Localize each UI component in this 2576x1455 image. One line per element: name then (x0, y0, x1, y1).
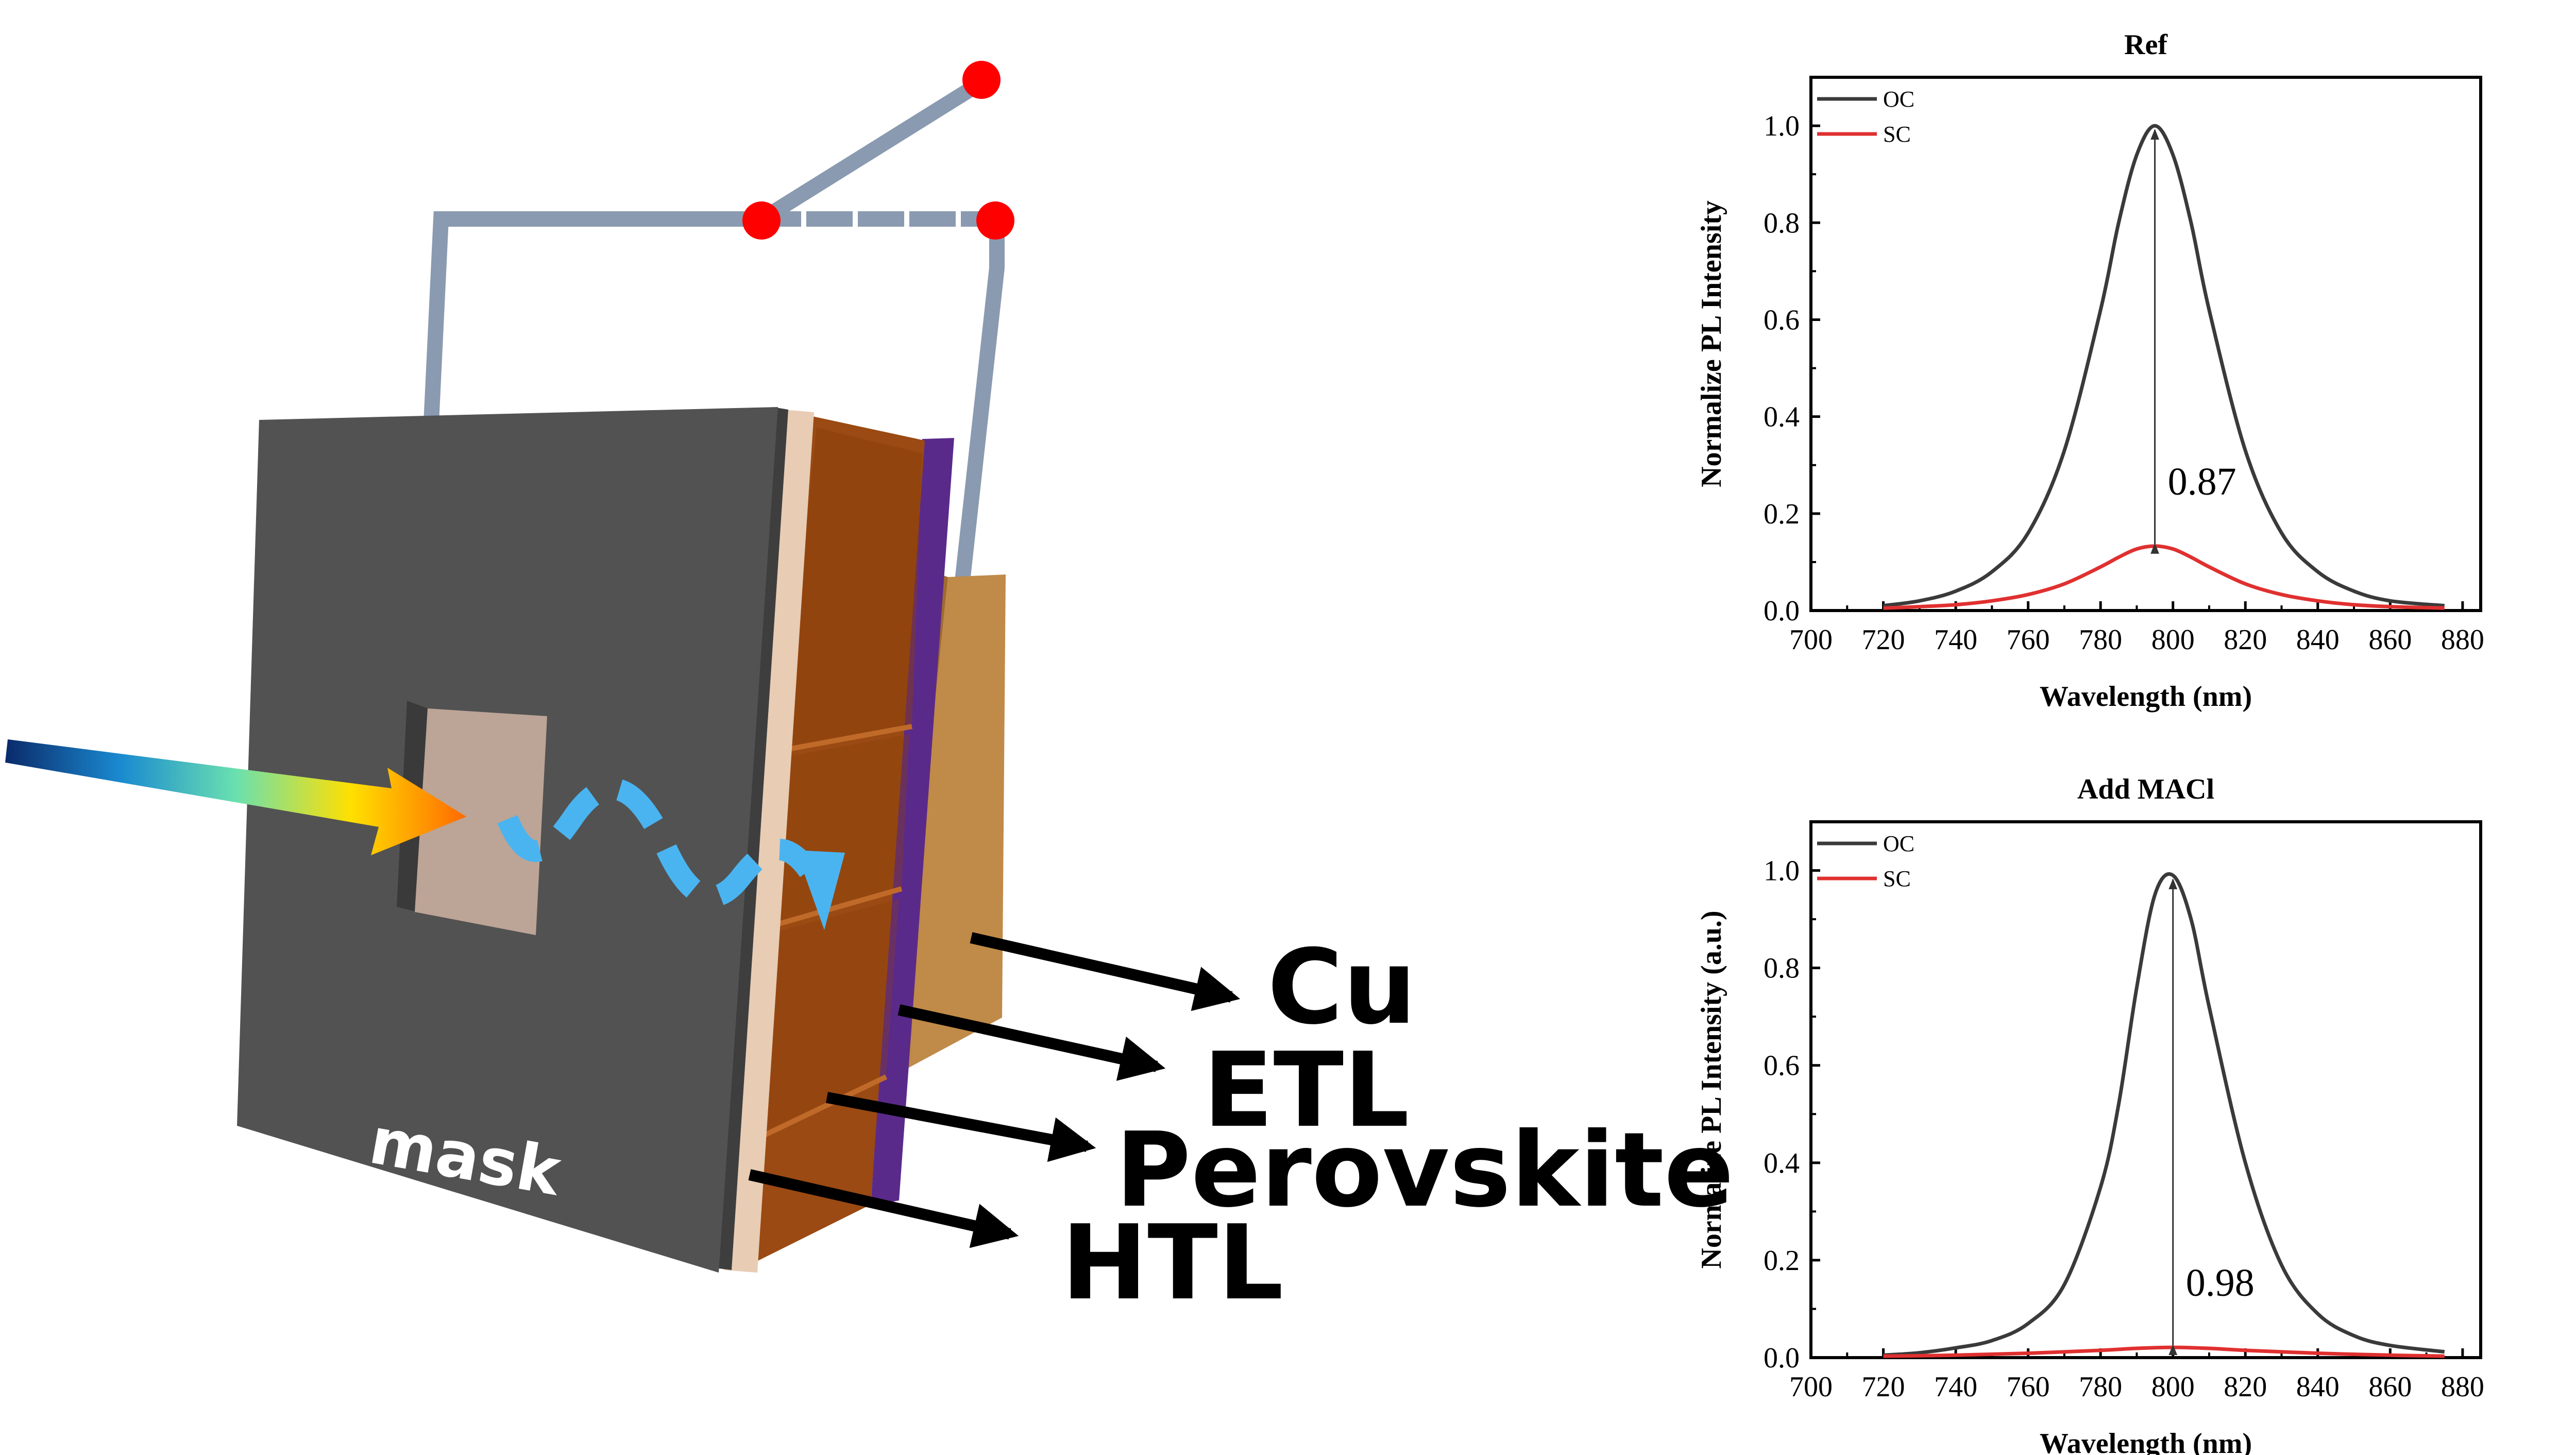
chart-ref: Ref 700 720 740 760 780 800 820 840 860 880 0.0 0.2 0… (1696, 29, 2484, 713)
x-tick-label: 720 (1862, 624, 1905, 656)
switch-terminal-top (962, 61, 1001, 99)
y-tick-label: 0.6 (1764, 304, 1800, 336)
perovskite-pointer-arrow (825, 1092, 1096, 1162)
x-tick-label: 740 (1934, 624, 1977, 656)
y-tick-label: 0.2 (1764, 498, 1800, 530)
switch-terminal-left (742, 201, 781, 240)
y-tick-label: 0.0 (1764, 595, 1800, 627)
y-tick-label: 1.0 (1764, 855, 1800, 887)
x-tick-label: 740 (1934, 1371, 1977, 1403)
layer-label-arrows (748, 932, 1241, 1248)
legend-label-oc: OC (1883, 87, 1914, 112)
x-tick-label: 760 (2007, 1371, 2050, 1403)
photon-path-arrow (497, 778, 845, 930)
device-diagram: mask Cu ETL Perovskite HTL (5, 61, 1734, 1323)
x-tick-label: 880 (2441, 1371, 2484, 1403)
plot-frame (1809, 76, 2482, 612)
y-tick-label: 0.8 (1764, 207, 1800, 239)
y-tick-label: 0.0 (1764, 1342, 1800, 1374)
y-tick-label: 0.8 (1764, 953, 1800, 985)
x-tick-label: 780 (2079, 624, 2122, 656)
x-tick-label: 780 (2079, 1371, 2122, 1403)
series-line-oc (1883, 872, 2445, 1357)
x-tick-label: 820 (2224, 1371, 2267, 1403)
series-line-sc (1883, 544, 2445, 610)
y-tick-label: 1.0 (1764, 110, 1800, 142)
circuit-terminals (742, 61, 1014, 240)
cu-pointer-arrow (970, 932, 1241, 1011)
annotation-label: 0.87 (2168, 460, 2236, 503)
x-tick-label: 720 (1862, 1371, 1905, 1403)
x-tick-label: 700 (1789, 624, 1833, 656)
htl-label: HTL (1061, 1203, 1283, 1323)
x-tick-label: 800 (2151, 1371, 2195, 1403)
y-tick-label: 0.6 (1764, 1050, 1800, 1082)
cu-label: Cu (1267, 927, 1416, 1047)
series-line-oc (1883, 124, 2445, 608)
legend-label-sc: SC (1883, 866, 1911, 891)
y-axis-title: Normalize PL Intensity (a.u.) (1696, 910, 1727, 1268)
chart-add-macl: Add MACl 700 720 740 760 780 800 820 840 860 880 0.… (1696, 773, 2484, 1455)
y-axis-title: Normalize PL Intensity (1696, 200, 1727, 487)
x-tick-label: 860 (2368, 1371, 2412, 1403)
legend-label-oc: OC (1883, 831, 1914, 856)
mask-aperture-window (415, 708, 547, 935)
y-tick-label: 0.2 (1764, 1245, 1800, 1277)
x-tick-label: 820 (2224, 624, 2267, 656)
x-axis-title: Wavelength (nm) (2040, 681, 2252, 713)
x-tick-label: 700 (1789, 1371, 1833, 1403)
x-tick-label: 860 (2368, 624, 2412, 656)
perovskite-label: Perovskite (1115, 1110, 1734, 1230)
x-tick-label: 800 (2151, 624, 2195, 656)
y-tick-label: 0.4 (1764, 401, 1800, 433)
x-axis-title: Wavelength (nm) (2040, 1428, 2252, 1455)
x-tick-label: 840 (2296, 1371, 2340, 1403)
x-tick-label: 880 (2441, 624, 2484, 656)
incident-light-arrow (5, 739, 466, 855)
plot-frame (1809, 820, 2482, 1359)
x-tick-label: 840 (2296, 624, 2340, 656)
etl-label: ETL (1203, 1030, 1410, 1151)
htl-pointer-arrow (748, 1169, 1019, 1248)
legend-label-sc: SC (1883, 122, 1911, 147)
series-line-sc (1883, 1345, 2445, 1358)
etl-pointer-arrow (897, 1004, 1166, 1081)
switch-terminal-right (976, 201, 1014, 240)
chart-title: Ref (2124, 29, 2168, 61)
etl-layer (871, 438, 954, 1206)
annotation-label: 0.98 (2186, 1261, 2255, 1305)
y-tick-label: 0.4 (1764, 1147, 1800, 1179)
x-tick-label: 760 (2007, 624, 2050, 656)
chart-title: Add MACl (2077, 773, 2214, 805)
